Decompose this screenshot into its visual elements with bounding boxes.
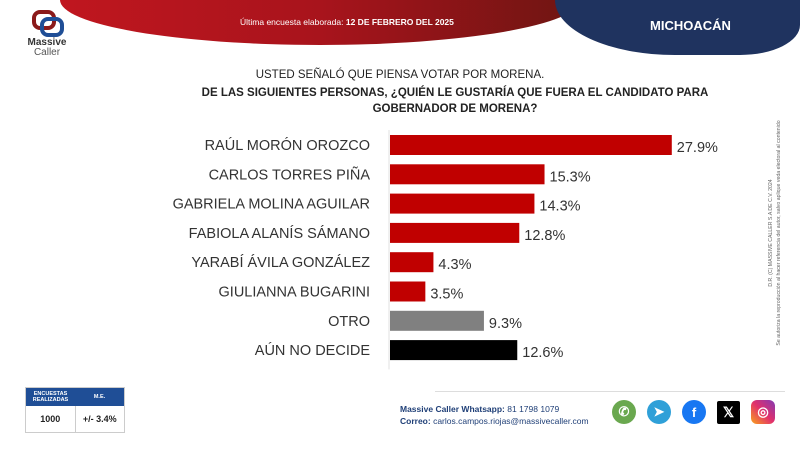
- email-address[interactable]: carlos.campos.riojas@massivecaller.com: [433, 416, 589, 426]
- logo-line1: Massive: [27, 37, 67, 48]
- value-label: 12.8%: [524, 228, 565, 244]
- whatsapp-icon[interactable]: ✆: [612, 400, 636, 424]
- logo-line2: Caller: [33, 47, 61, 58]
- contact-info: Massive Caller Whatsapp: 81 1798 1079 Co…: [400, 403, 589, 427]
- bar: [390, 135, 672, 155]
- massive-caller-logo-icon: [32, 10, 64, 37]
- instagram-icon[interactable]: ◎: [751, 400, 775, 424]
- bar: [390, 281, 426, 302]
- whatsapp-label: Massive Caller Whatsapp:: [400, 404, 505, 414]
- bar: [390, 193, 535, 214]
- logo-text: Massive Caller: [22, 38, 72, 58]
- question-intro: USTED SEÑALÓ QUE PIENSA VOTAR POR MORENA…: [255, 69, 545, 81]
- category-label: FABIOLA ALANÍS SÁMANO: [189, 225, 370, 242]
- category-label: GIULIANNA BUGARINI: [219, 285, 370, 301]
- value-label: 12.6%: [522, 345, 563, 361]
- category-label: OTRO: [328, 314, 370, 330]
- surveys-value: 1000: [26, 406, 76, 432]
- footer-divider: [435, 391, 785, 392]
- value-label: 14.3%: [539, 199, 580, 215]
- copyright-note: D.R. (C) MASSIVE CALLER S.A DE C.V. 2024…: [752, 95, 797, 375]
- category-label: YARABÍ ÁVILA GONZÁLEZ: [191, 254, 370, 271]
- x-icon[interactable]: 𝕏: [717, 400, 740, 424]
- margin-error-header: M.E.: [93, 394, 106, 400]
- value-label: 27.9%: [677, 140, 718, 156]
- copyright-line1: D.R. (C) MASSIVE CALLER S.A DE C.V. 2024: [767, 179, 774, 287]
- whatsapp-number[interactable]: 81 1798 1079: [507, 404, 560, 414]
- value-label: 3.5%: [430, 287, 463, 303]
- bar: [390, 340, 518, 361]
- category-label: GABRIELA MOLINA AGUILAR: [173, 197, 370, 213]
- telegram-icon[interactable]: ➤: [647, 400, 671, 424]
- copyright-line2: Se autoriza la reproducción al hacer ref…: [775, 120, 782, 346]
- value-label: 4.3%: [438, 257, 471, 273]
- bar: [390, 310, 484, 331]
- surveys-header: ENCUESTAS REALIZADAS: [32, 391, 69, 403]
- category-label: RAÚL MORÓN OROZCO: [205, 137, 370, 154]
- state-name: MICHOACÁN: [650, 18, 731, 33]
- value-label: 9.3%: [489, 316, 522, 332]
- survey-stats-table: ENCUESTAS REALIZADAS M.E. 1000 +/- 3.4%: [25, 387, 125, 433]
- facebook-icon[interactable]: f: [682, 400, 706, 424]
- date-label: Última encuesta elaborada:: [240, 17, 344, 27]
- value-label: 15.3%: [550, 169, 591, 185]
- bar: [390, 222, 520, 243]
- last-survey-date: Última encuesta elaborada: 12 DE FEBRERO…: [240, 17, 454, 27]
- question-title: DE LAS SIGUIENTES PERSONAS, ¿QUIÉN LE GU…: [201, 87, 709, 115]
- margin-error-value: +/- 3.4%: [82, 414, 117, 424]
- category-label: CARLOS TORRES PIÑA: [209, 166, 371, 183]
- date-value: 12 DE FEBRERO DEL 2025: [345, 17, 454, 27]
- category-label: AÚN NO DECIDE: [255, 342, 371, 359]
- bar: [390, 252, 434, 273]
- email-label: Correo:: [400, 416, 431, 426]
- social-icons: ✆ ➤ f 𝕏 ◎: [612, 400, 775, 424]
- bar: [390, 164, 545, 185]
